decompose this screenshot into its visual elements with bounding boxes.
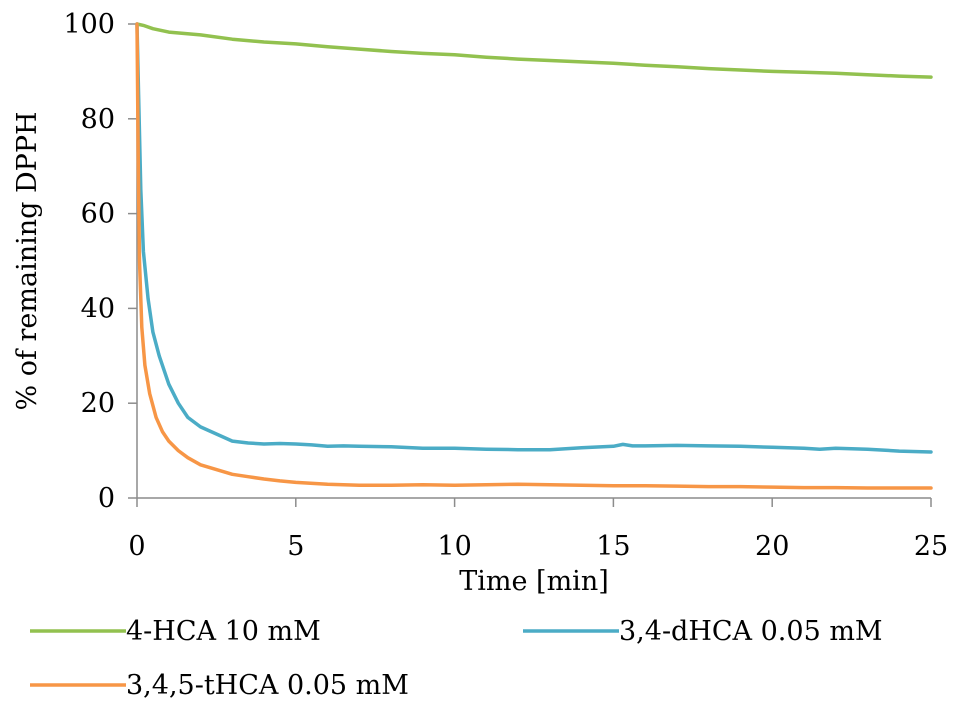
legend-label-1: 4-HCA 10 mM [126,616,321,647]
y-tick-label: 0 [98,483,115,514]
y-tick-label: 20 [81,388,115,419]
ticks: 0 20 40 60 80 100 0 5 10 15 20 25 [63,9,948,562]
legend-label-3: 3,4,5-tHCA 0.05 mM [126,670,409,701]
y-tick-label: 40 [81,293,115,324]
series-line-3 [135,22,933,490]
x-tick-label: 25 [914,531,948,562]
legend: 4-HCA 10 mM 3,4-dHCA 0.05 mM 3,4,5-tHCA 0.… [30,616,883,701]
series-line-2 [135,22,933,454]
series-line-1 [135,22,933,79]
x-tick-label: 5 [287,531,304,562]
x-axis-title: Time [min] [459,566,609,597]
series-layer [135,22,933,490]
x-tick-label: 20 [755,531,789,562]
x-tick-label: 15 [596,531,630,562]
y-axis-title: % of remaining DPPH [12,111,43,410]
y-tick-label: 100 [63,9,115,40]
y-tick-label: 60 [81,199,115,230]
y-tick-label: 80 [81,104,115,135]
x-tick-label: 0 [128,531,145,562]
axes [136,24,931,499]
x-tick-label: 10 [437,531,471,562]
legend-label-2: 3,4-dHCA 0.05 mM [619,616,883,647]
